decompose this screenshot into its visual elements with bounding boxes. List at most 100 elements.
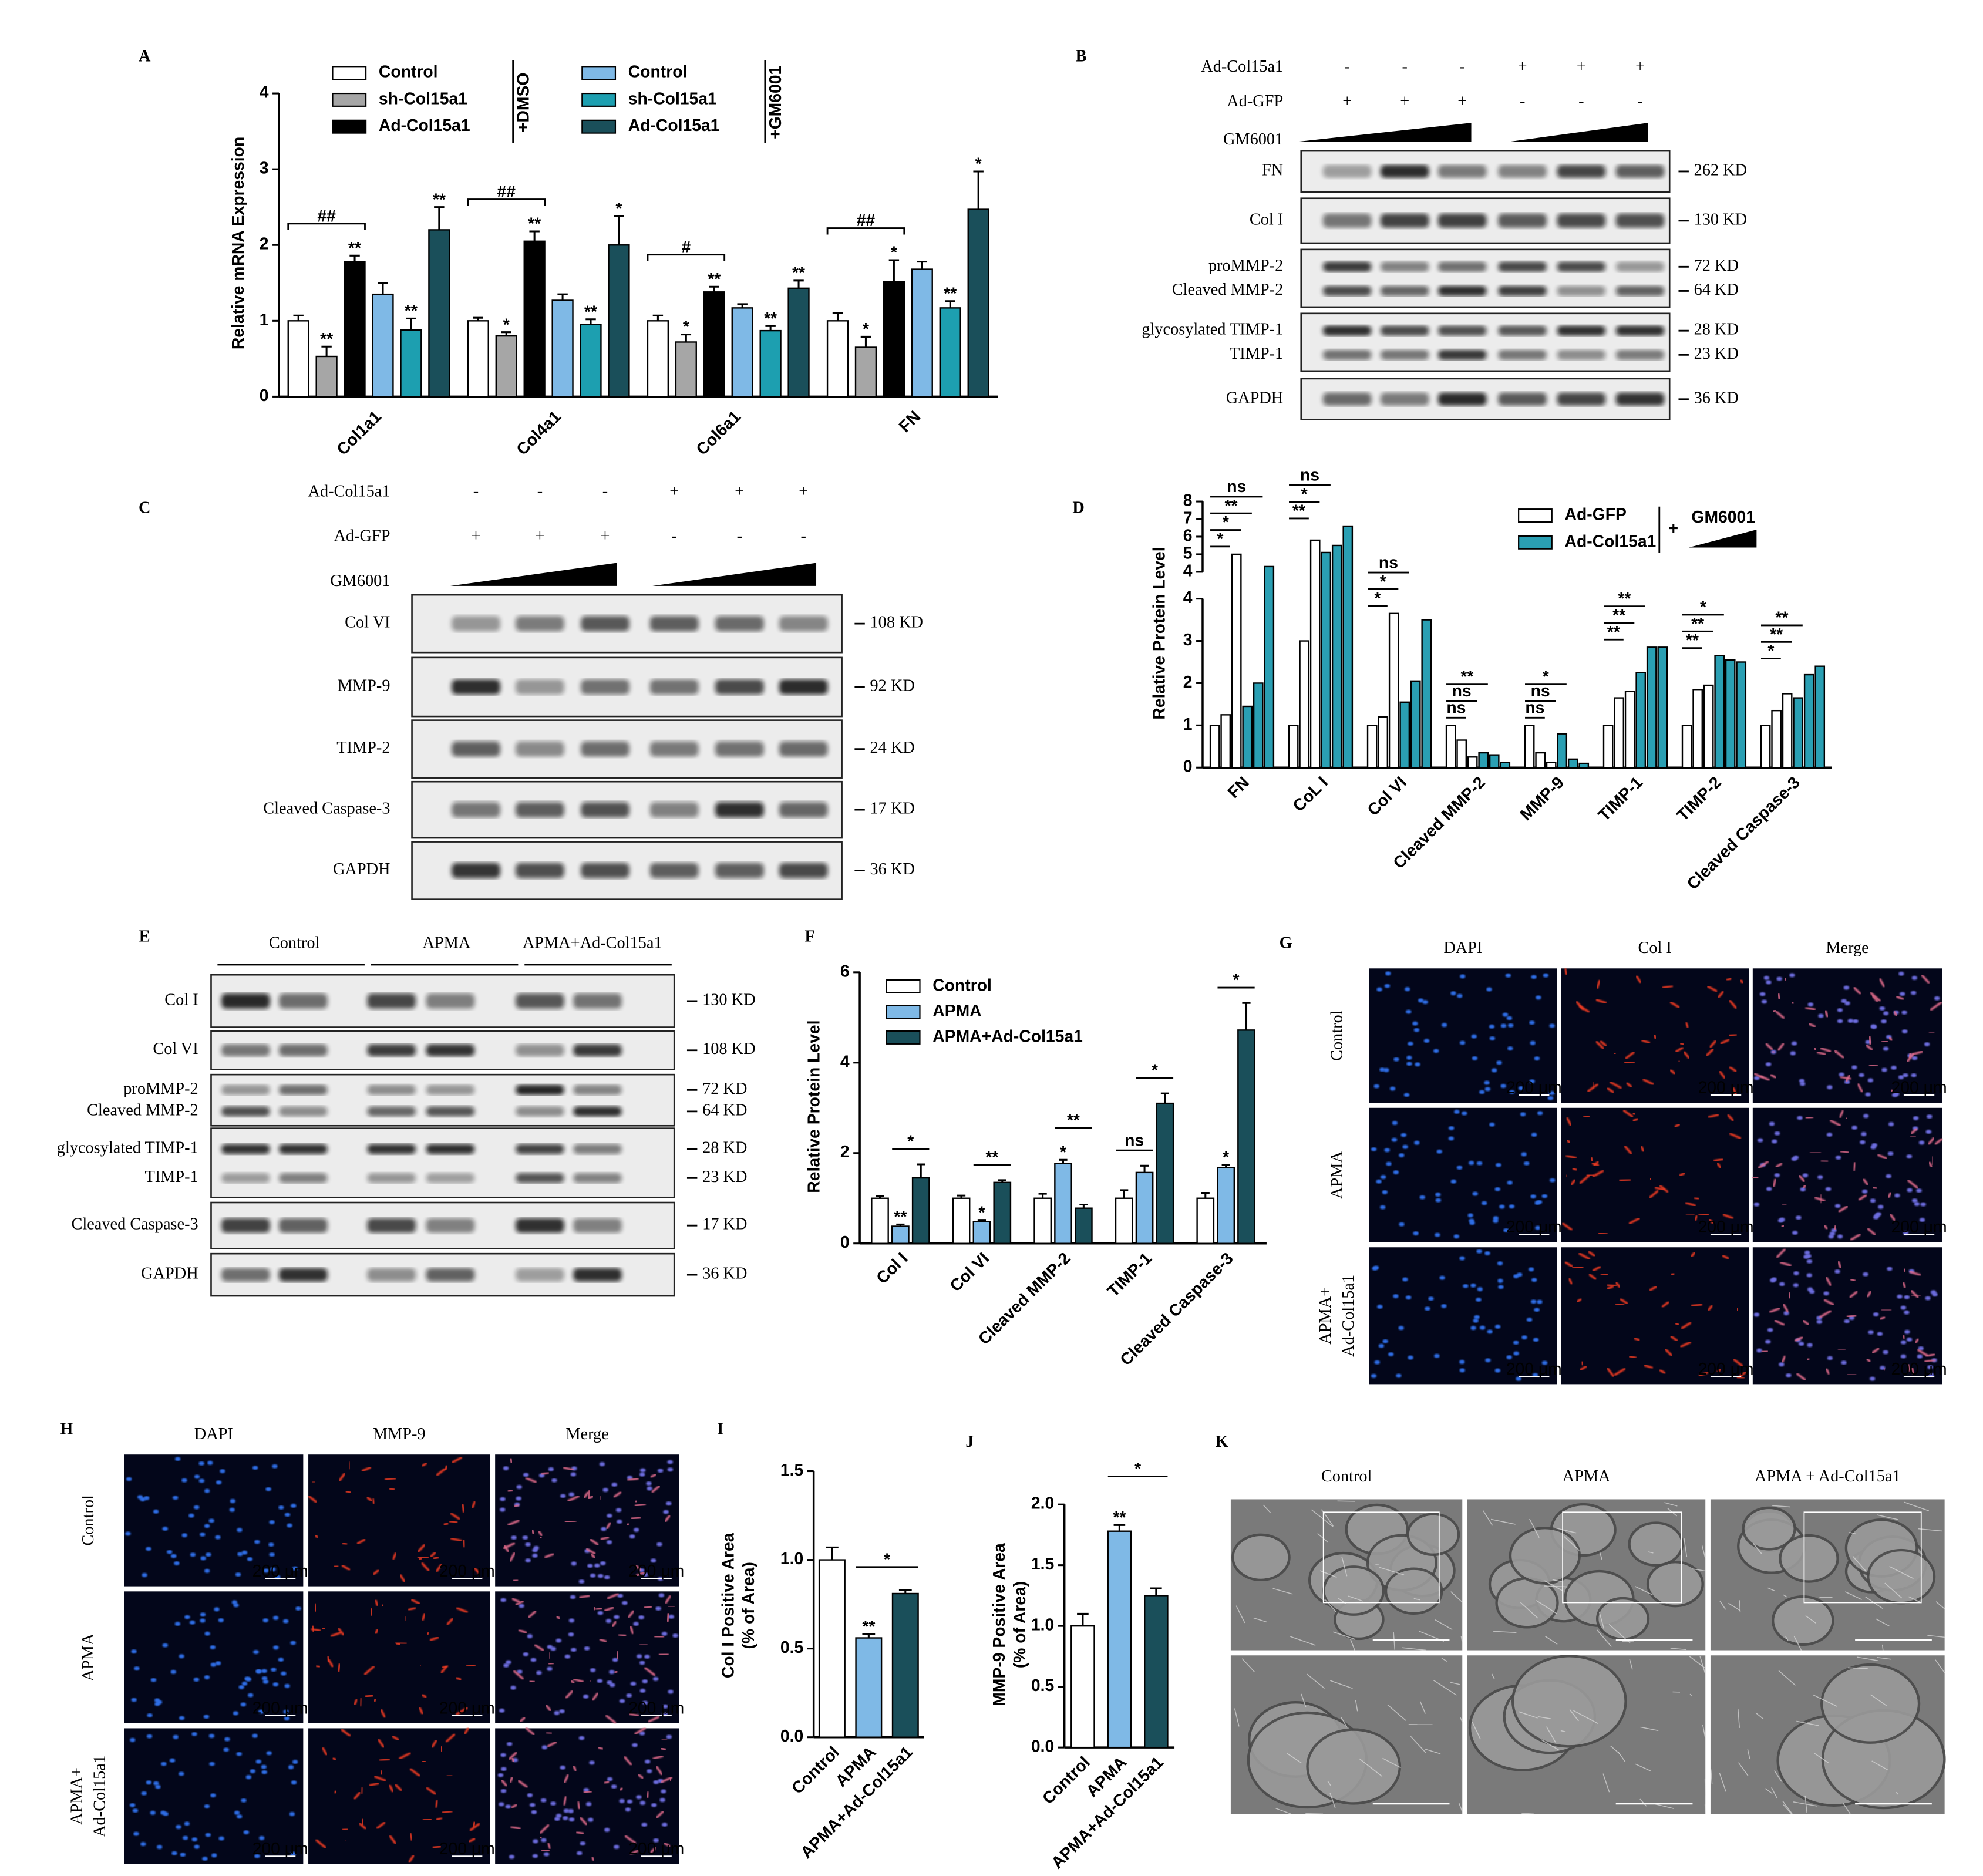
bar — [1220, 714, 1231, 769]
stained-fiber — [361, 1466, 372, 1472]
stained-fiber — [369, 1782, 380, 1787]
nucleus — [1499, 1204, 1505, 1209]
sem-fiber — [1359, 1758, 1383, 1777]
nucleus — [1799, 1082, 1806, 1086]
stained-fiber — [446, 1618, 454, 1626]
row-label: Ad-Col15a1 — [91, 1755, 109, 1837]
stained-fiber — [1588, 1273, 1597, 1281]
nucleus — [554, 1817, 560, 1821]
nucleus — [527, 1634, 533, 1639]
bar — [1624, 691, 1635, 769]
nucleus — [1841, 1360, 1847, 1365]
error-bar — [898, 1589, 912, 1594]
protein-label: glycosylated TIMP-1 — [57, 1139, 198, 1157]
nucleus — [597, 1679, 603, 1683]
bar — [871, 1197, 889, 1244]
sem-fiber — [1692, 1568, 1706, 1572]
zoom-box — [1562, 1511, 1682, 1604]
nucleus — [555, 1813, 562, 1818]
stained-fiber — [421, 1562, 430, 1572]
nucleus — [220, 1469, 225, 1473]
nucleus — [647, 1486, 652, 1491]
bar — [1107, 1530, 1132, 1749]
legend-swatch — [332, 119, 367, 134]
error-bar — [917, 261, 928, 270]
nucleus — [156, 1845, 163, 1850]
error-bar — [737, 303, 748, 308]
nucleus — [578, 1736, 585, 1740]
stained-fiber — [605, 1715, 617, 1724]
nucleus — [499, 1802, 504, 1807]
stained-fiber — [330, 1631, 342, 1638]
stained-fiber — [1690, 1251, 1696, 1258]
sem-fiber — [1927, 1635, 1945, 1638]
sem-fiber — [1413, 1598, 1420, 1601]
nucleus — [562, 1816, 568, 1820]
stained-fiber — [1784, 977, 1787, 981]
nucleus — [129, 1803, 136, 1807]
nucleus — [580, 1841, 586, 1845]
nucleus — [672, 1633, 678, 1638]
nucleus — [1476, 1298, 1482, 1302]
panel-label: B — [1076, 48, 1087, 66]
nucleus — [1435, 1192, 1441, 1197]
kd-label: 72 KD — [702, 1080, 747, 1098]
blot-band — [367, 1084, 416, 1095]
nucleus — [1906, 1154, 1913, 1159]
nucleus — [667, 1460, 673, 1464]
bar — [428, 229, 450, 398]
nucleus — [1535, 1225, 1541, 1230]
blot-band — [221, 1268, 270, 1282]
error-bar — [709, 285, 719, 292]
scale-bar-label: 200 μm — [628, 1562, 684, 1581]
nucleus — [1861, 1189, 1868, 1194]
significance-label: ** — [792, 264, 805, 283]
nucleus — [200, 1612, 206, 1617]
stained-fiber — [573, 1678, 584, 1683]
sem-fiber — [1904, 1501, 1930, 1511]
stained-fiber — [1659, 1369, 1666, 1375]
nucleus — [281, 1671, 287, 1676]
nucleus — [1450, 1179, 1457, 1184]
stained-fiber — [1890, 1089, 1894, 1093]
nucleus — [1497, 1261, 1503, 1266]
sem-fiber — [1778, 1670, 1796, 1686]
stained-fiber — [1600, 1040, 1607, 1047]
y-axis-label: (% of Area) — [739, 1562, 758, 1649]
sem-fiber — [1355, 1700, 1358, 1712]
sem-fiber — [1877, 1657, 1891, 1660]
nucleus — [234, 1810, 240, 1815]
stained-fiber — [380, 1769, 383, 1776]
bar — [1156, 1102, 1174, 1244]
nucleus — [1870, 1198, 1876, 1203]
stained-fiber — [1691, 1303, 1703, 1307]
stained-fiber — [1823, 1299, 1834, 1306]
nucleus — [1513, 1341, 1519, 1345]
nucleus — [1494, 1368, 1501, 1373]
nucleus — [1479, 1090, 1485, 1094]
stained-fiber — [1595, 999, 1607, 1004]
stained-fiber — [409, 1832, 413, 1841]
nucleus — [601, 1527, 607, 1531]
nucleus — [146, 1734, 153, 1739]
nucleus — [1413, 1231, 1419, 1236]
stained-fiber — [461, 1503, 466, 1513]
stained-fiber — [1649, 1190, 1659, 1199]
bar — [1489, 754, 1500, 769]
bar — [818, 1559, 846, 1738]
stained-fiber — [370, 1607, 373, 1616]
sem-fiber — [1618, 1752, 1626, 1763]
nucleus — [1807, 1002, 1814, 1007]
blot-band — [516, 741, 564, 757]
error-bar — [1140, 1164, 1149, 1173]
nucleus — [214, 1607, 220, 1612]
nucleus — [223, 1747, 229, 1752]
stained-fiber — [398, 1752, 411, 1760]
nucleus — [1900, 1354, 1907, 1359]
nucleus — [1468, 1161, 1474, 1165]
nucleus — [571, 1561, 577, 1566]
nucleus — [203, 1715, 210, 1719]
significance-label: * — [1700, 598, 1706, 617]
bar — [372, 293, 394, 398]
bar — [1692, 689, 1703, 769]
